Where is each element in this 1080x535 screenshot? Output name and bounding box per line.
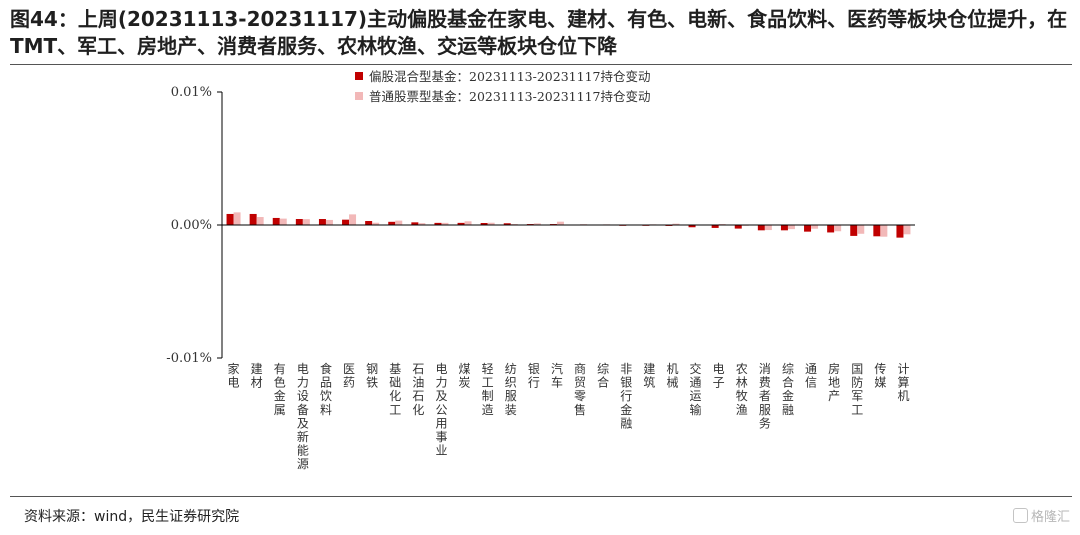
y-tick-label: 0.00%: [171, 218, 212, 233]
bar-series-2: [395, 220, 403, 225]
x-category-label: 电力设备及新能源: [297, 362, 309, 471]
bar-series-2: [302, 219, 310, 225]
bar-series-1: [503, 223, 511, 225]
bar-series-2: [787, 225, 795, 230]
bar-series-2: [325, 219, 333, 225]
bar-series-1: [804, 225, 812, 232]
legend-swatch-1: [355, 72, 363, 80]
bar-series-2: [764, 225, 772, 231]
bar-series-1: [757, 225, 765, 231]
bar-series-2: [464, 221, 472, 225]
bar-series-2: [279, 218, 287, 225]
y-tick-label: 0.01%: [171, 85, 212, 100]
bar-series-2: [441, 222, 449, 225]
bar-series-1: [318, 219, 326, 225]
bar-series-1: [411, 222, 419, 225]
source-note: 资料来源：wind，民生证券研究院: [24, 509, 240, 525]
bar-series-1: [711, 225, 719, 228]
x-category-label: 综合: [597, 362, 609, 390]
bar-series-1: [457, 222, 465, 225]
bar-series-2: [857, 225, 865, 234]
x-category-label: 通信: [805, 362, 817, 390]
x-category-label: 石油石化: [412, 362, 424, 417]
bar-series-2: [349, 214, 357, 225]
x-category-label: 国防军工: [851, 362, 863, 417]
bar-series-2: [811, 225, 819, 229]
bar-series-1: [226, 213, 234, 225]
bar-series-2: [834, 225, 842, 232]
bar-series-2: [487, 222, 495, 225]
top-divider: [10, 64, 1072, 65]
x-category-label: 电力及公用事业: [435, 362, 447, 458]
bar-series-1: [873, 225, 881, 237]
bar-series-1: [342, 219, 350, 225]
x-category-label: 电子: [713, 362, 725, 390]
bar-series-1: [295, 219, 303, 225]
bar-series-2: [233, 212, 241, 225]
bar-series-2: [533, 223, 541, 225]
x-category-label: 消费者服务: [759, 362, 771, 430]
bar-series-2: [880, 225, 888, 237]
x-category-label: 医药: [343, 362, 355, 390]
x-category-label: 交通运输: [690, 361, 702, 417]
figure-title: 图44：上周(20231113-20231117)主动偏股基金在家电、建材、有色…: [10, 7, 1068, 58]
bar-series-1: [365, 221, 373, 225]
watermark-text: 格隆汇: [1030, 510, 1070, 525]
legend-swatch-2: [355, 92, 363, 100]
legend-label-2: 普通股票型基金：20231113-20231117持仓变动: [369, 89, 650, 104]
bar-series-1: [480, 223, 488, 225]
bar-series-1: [896, 225, 904, 238]
x-category-label: 建材: [251, 362, 263, 390]
bar-series-1: [734, 225, 742, 229]
x-category-label: 家电: [228, 361, 240, 390]
x-category-label: 建筑: [643, 362, 655, 390]
x-category-label: 非银行金融: [620, 362, 632, 430]
x-category-label: 房地产: [828, 361, 840, 403]
bar-series-1: [827, 225, 835, 233]
bar-series-1: [688, 225, 696, 228]
gelonghui-logo-icon: [1012, 508, 1028, 523]
y-tick-label: -0.01%: [166, 351, 212, 366]
bar-series-1: [780, 225, 788, 231]
bar-chart: 0.01% 0.00% -0.01% 家电建材有色金属电力设备及新能源食品饮料医药钢铁…: [166, 69, 915, 471]
bar-series-1: [388, 221, 396, 225]
x-category-label: 钢铁: [366, 362, 378, 390]
x-category-label: 有色金属: [274, 362, 286, 417]
x-category-label: 轻工制造: [482, 362, 494, 417]
x-category-label: 计算机: [897, 362, 909, 403]
x-category-label: 农林牧渔: [736, 362, 748, 417]
x-category-label: 传媒: [874, 361, 886, 390]
x-category-label: 综合金融: [782, 362, 794, 417]
watermark: 格隆汇: [1012, 506, 1070, 525]
bar-series-2: [372, 222, 380, 225]
x-category-label: 纺织服装: [505, 362, 517, 417]
bottom-divider: [10, 496, 1072, 497]
x-category-label: 基础化工: [389, 362, 401, 417]
x-category-label: 银行: [528, 362, 540, 390]
bar-series-2: [256, 217, 264, 225]
bar-series-1: [272, 217, 280, 225]
x-category-label: 食品饮料: [320, 361, 332, 417]
bar-series-2: [903, 225, 911, 235]
bar-series-1: [850, 225, 858, 236]
x-category-label: 商贸零售: [574, 361, 586, 417]
x-category-label: 汽车: [551, 361, 563, 390]
bar-series-1: [249, 213, 257, 225]
bar-series-1: [434, 222, 442, 225]
x-category-label: 煤炭: [459, 362, 471, 390]
bar-series-2: [672, 223, 680, 225]
bar-series-2: [556, 221, 564, 225]
bar-series-2: [418, 223, 426, 225]
legend-label-1: 偏股混合型基金：20231113-20231117持仓变动: [369, 69, 650, 84]
x-category-label: 机械: [666, 362, 678, 390]
